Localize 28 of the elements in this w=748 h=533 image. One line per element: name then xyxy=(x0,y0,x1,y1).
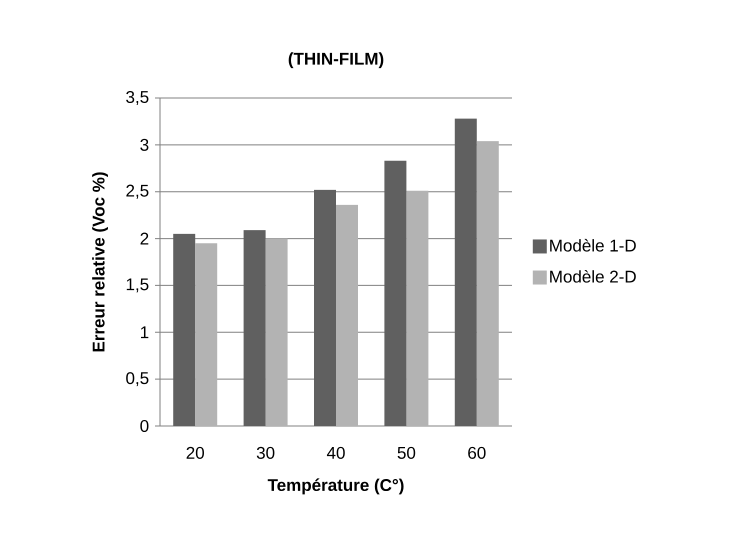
x-tick-label: 20 xyxy=(186,446,204,459)
x-tick-label: 50 xyxy=(398,446,416,459)
x-tick-label: 30 xyxy=(256,446,274,459)
bar xyxy=(336,204,358,426)
bar xyxy=(406,190,428,426)
x-axis-title: Température (C°) xyxy=(268,478,404,494)
bar xyxy=(384,160,406,426)
y-tick-label: 1,5 xyxy=(126,278,148,292)
y-tick-label: 2,5 xyxy=(126,184,148,199)
bar xyxy=(195,243,218,426)
chart-title: (THIN-FILM) xyxy=(288,52,384,68)
y-axis-title: Erreur relative (Voc %) xyxy=(92,172,108,352)
y-tick-label: 0 xyxy=(140,420,148,432)
y-tick-label: 3 xyxy=(140,138,148,151)
x-tick-label: 60 xyxy=(468,446,486,459)
y-tick-label: 1 xyxy=(140,326,148,338)
bar xyxy=(314,190,336,426)
x-tick-label: 40 xyxy=(326,446,345,459)
bar xyxy=(173,234,196,426)
y-tick-label: 2 xyxy=(140,232,148,244)
bar xyxy=(476,141,499,426)
legend-label: Modèle 2-D xyxy=(550,270,636,283)
bar xyxy=(266,238,288,426)
bar xyxy=(244,230,266,426)
y-tick-label: 0,5 xyxy=(126,372,148,386)
legend-label: Modèle 1-D xyxy=(550,238,636,252)
bar xyxy=(454,118,477,426)
y-tick-label: 3,5 xyxy=(126,90,148,106)
